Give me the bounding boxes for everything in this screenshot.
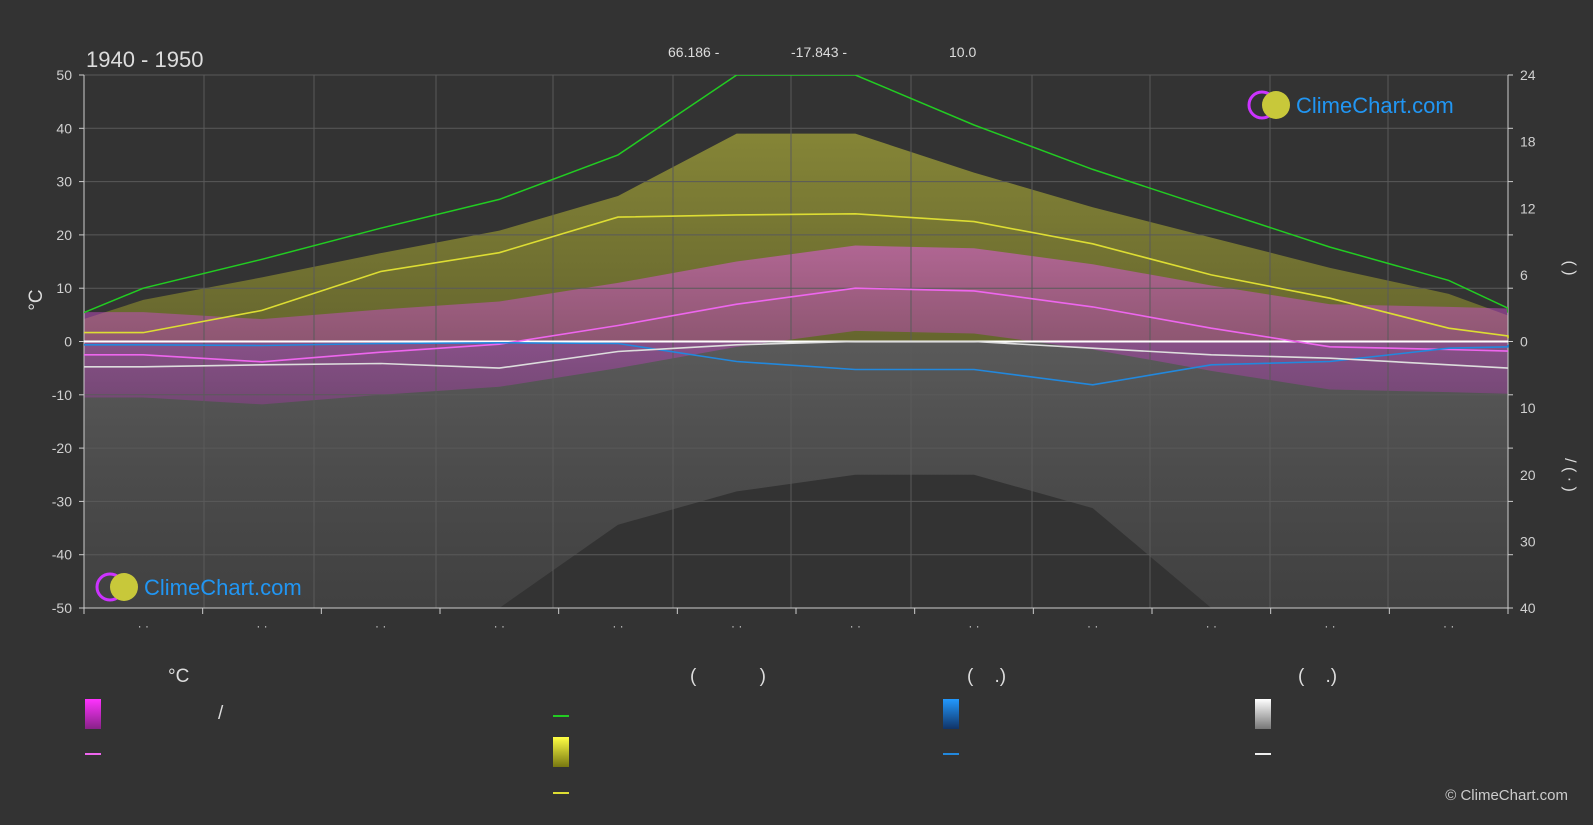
y-tick-label: 20 — [56, 227, 72, 243]
legend-rain-swatch — [943, 699, 959, 729]
month-label: · · — [494, 619, 505, 633]
y2-tick-label: 0 — [1520, 334, 1528, 350]
month-label: · · — [1324, 619, 1335, 633]
legend-temp-range-slash: / — [218, 703, 224, 724]
period-title: 1940 - 1950 — [86, 47, 203, 72]
y-axis-label: °C — [26, 289, 47, 310]
month-label: · · — [1087, 619, 1098, 633]
y2-tick-label: 40 — [1520, 600, 1536, 616]
y-tick-label: -40 — [52, 547, 72, 563]
watermark-bottom-sun-icon — [110, 573, 138, 601]
y-tick-label: -10 — [52, 387, 72, 403]
month-label: · · — [612, 619, 623, 633]
month-label: · · — [375, 619, 386, 633]
snow-area — [84, 341, 1508, 608]
legend-rain-header: ( .) — [967, 666, 1007, 687]
y-tick-label: 50 — [56, 67, 72, 83]
y2-axis-label-precip: / ( · ) — [1561, 458, 1578, 492]
legend-snow-swatch — [1255, 699, 1271, 729]
y2-tick-label: 12 — [1520, 200, 1536, 216]
y-tick-label: 40 — [56, 120, 72, 136]
temperature-range-area — [84, 245, 1508, 405]
y-tick-label: 30 — [56, 174, 72, 190]
month-label: · · — [850, 619, 861, 633]
month-label: · · — [968, 619, 979, 633]
y-tick-label: -30 — [52, 493, 72, 509]
watermark-bottom-text: ClimeChart.com — [144, 575, 302, 600]
month-label: · · — [731, 619, 742, 633]
y2-tick-label: 24 — [1520, 67, 1536, 83]
y2-axis-label-sun: ( ) — [1561, 260, 1578, 275]
watermark-top-sun-icon — [1262, 91, 1290, 119]
legend-sun-header: ( ) — [690, 666, 766, 687]
daylight-line — [84, 75, 1508, 314]
sunshine-line — [84, 212, 1509, 339]
legend-rain-mean-swatch — [943, 753, 959, 755]
rain-line — [84, 341, 1509, 386]
legend-snow-header: ( .) — [1298, 666, 1338, 687]
legend-temp-range-swatch — [85, 699, 101, 729]
y-tick-label: -50 — [52, 600, 72, 616]
month-label: · · — [138, 619, 149, 633]
legend-sunshine-mean-swatch — [553, 792, 569, 794]
y2-tick-label: 18 — [1520, 134, 1536, 150]
month-label: · · — [1206, 619, 1217, 633]
y2-tick-label: 6 — [1520, 267, 1528, 283]
snow-line — [84, 340, 1509, 369]
y-tick-label: -20 — [52, 440, 72, 456]
stat-right: 10.0 — [949, 44, 976, 60]
stat-mid: -17.843 - — [791, 44, 847, 60]
month-label: · · — [1443, 619, 1454, 633]
y-tick-label: 0 — [64, 334, 72, 350]
y-tick-label: 10 — [56, 280, 72, 296]
y2-tick-label: 30 — [1520, 533, 1536, 549]
legend-temp-header: °C — [168, 666, 190, 687]
y2-tick-label: 10 — [1520, 400, 1536, 416]
stat-left: 66.186 - — [668, 44, 720, 60]
watermark-top-text: ClimeChart.com — [1296, 93, 1454, 118]
y2-tick-label: 20 — [1520, 467, 1536, 483]
month-label: · · — [256, 619, 267, 633]
legend-daylight-swatch — [553, 715, 569, 717]
temp-mean-line — [84, 287, 1509, 363]
legend-sunshine-swatch — [553, 737, 569, 767]
legend-snow-mean-swatch — [1255, 753, 1271, 755]
copyright: © ClimeChart.com — [1445, 787, 1568, 804]
legend-temp-mean-swatch — [85, 753, 101, 755]
